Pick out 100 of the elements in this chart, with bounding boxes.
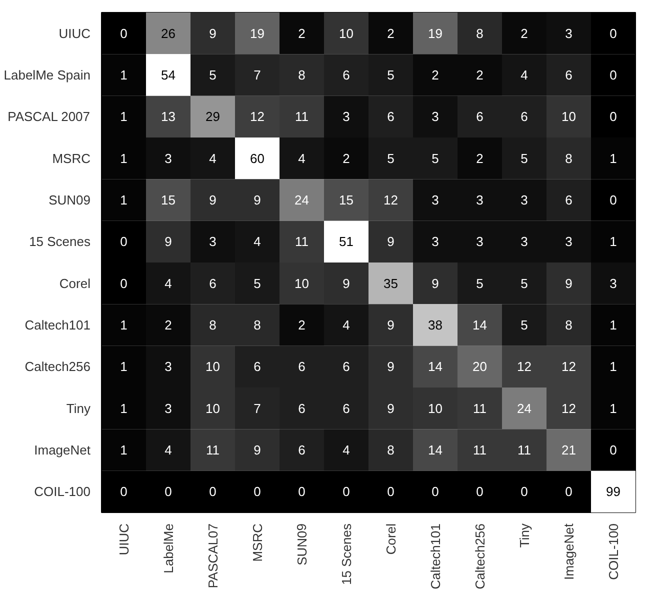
data-label: 7 [254,68,261,82]
data-label: 0 [476,484,484,500]
data-label: 3 [209,234,216,250]
data-label: 3 [520,192,528,208]
data-label: 9 [254,192,261,208]
data-label: 29 [206,109,220,124]
data-label: 11 [473,442,486,458]
data-label: 8 [387,442,394,458]
data-label: 9 [387,318,394,332]
data-label: 12 [562,359,576,374]
x-tick-label: COIL-100 [606,523,621,580]
data-label: 8 [209,318,216,332]
data-label: 1 [120,318,128,332]
data-label: 0 [432,484,439,500]
data-label: 0 [565,484,572,500]
data-label: 10 [206,400,220,416]
data-label: 9 [432,276,439,291]
x-tick-label: Caltech101 [428,523,443,590]
data-label: 6 [565,192,572,208]
data-label: 5 [432,150,439,166]
y-tick-label: ImageNet [34,442,91,458]
data-label: 11 [295,234,308,250]
data-label: 7 [254,400,261,416]
data-label: 8 [476,26,484,41]
y-tick-label: Caltech101 [24,318,91,332]
y-tick-label: LabelMe Spain [4,68,91,82]
data-label: 3 [164,400,172,416]
data-label: 6 [342,359,350,374]
data-label: 4 [164,442,172,458]
y-tick-label: Caltech256 [24,359,91,374]
data-label: 4 [164,276,172,291]
data-label: 6 [342,400,350,416]
y-tick-label: 15 Scenes [29,234,91,250]
data-label: 0 [254,484,261,500]
data-label: 6 [298,359,306,374]
data-label: 3 [432,109,439,124]
data-label: 0 [610,442,617,458]
data-label: 1 [120,68,128,82]
data-label: 1 [120,442,128,458]
data-label: 10 [562,109,576,124]
data-label: 8 [565,318,572,332]
data-label: 51 [339,234,354,250]
data-label: 9 [209,192,216,208]
data-label: 3 [164,150,172,166]
data-label: 3 [565,26,572,41]
data-label: 9 [387,359,394,374]
data-label: 2 [164,318,172,332]
data-label: 9 [254,442,261,458]
data-label: 3 [476,192,484,208]
data-label: 3 [520,234,528,250]
data-label: 5 [520,318,528,332]
data-label: 38 [428,318,442,332]
data-label: 8 [565,150,572,166]
data-label: 6 [298,400,306,416]
data-label: 14 [472,318,487,332]
data-label: 14 [428,442,442,458]
data-label: 15 [161,192,176,208]
data-label: 6 [565,68,572,82]
data-label: 0 [120,26,128,41]
data-label: 20 [472,359,487,374]
data-label: 6 [342,68,350,82]
data-label: 1 [610,150,617,166]
data-label: 5 [387,150,394,166]
data-label: 12 [384,192,398,208]
x-tick-label: LabelMe [160,523,176,574]
data-label: 4 [342,442,350,458]
data-label: 2 [520,26,528,41]
data-label: 6 [209,276,216,291]
data-label: 9 [387,234,394,250]
y-tick-label: UIUC [58,26,91,41]
data-label: 10 [339,26,354,41]
x-tick-label: ImageNet [561,523,576,580]
data-label: 1 [610,400,617,416]
data-label: 2 [432,68,439,82]
y-tick-label: MSRC [52,150,91,166]
data-label: 14 [428,359,442,374]
x-tick-label: MSRC [250,523,265,562]
data-label: 10 [206,359,220,374]
data-label: 5 [209,68,216,82]
data-label: 60 [250,150,264,166]
y-tick-label: PASCAL 2007 [8,109,90,124]
data-label: 19 [428,26,442,41]
y-tick-label: Corel [59,276,91,291]
data-label: 10 [294,276,309,291]
data-label: 9 [209,26,216,41]
data-label: 6 [254,359,261,374]
data-label: 11 [295,109,308,124]
data-label: 4 [209,150,216,166]
data-label: 9 [342,276,350,291]
x-tick-label: Corel [383,523,398,555]
data-label: 2 [387,26,394,41]
data-label: 0 [387,484,394,500]
data-label: 8 [254,318,261,332]
y-tick-label: COIL-100 [34,484,91,500]
data-label: 35 [384,276,398,291]
data-label: 54 [161,68,176,82]
data-label: 0 [120,276,128,291]
data-label: 1 [610,318,617,332]
data-label: 12 [250,109,264,124]
data-label: 12 [562,400,576,416]
